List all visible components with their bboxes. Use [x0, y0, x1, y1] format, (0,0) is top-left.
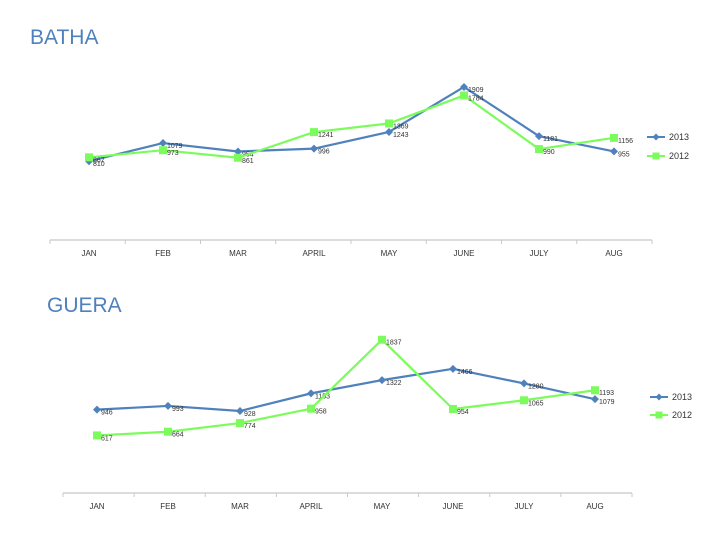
batha-2012-data-label-april: 1241	[318, 132, 334, 139]
guera-tick-label-feb: FEB	[160, 502, 176, 511]
guera-2012-point-may	[378, 335, 386, 344]
guera-legend-marker-2012	[655, 411, 663, 419]
guera-series-2012-line	[96, 338, 596, 437]
guera-2013-data-label-feb: 993	[172, 406, 184, 413]
guera-2013-point-jan	[93, 405, 101, 414]
batha-2012-data-label-jan: 867	[93, 157, 105, 164]
batha-tick-label-april: APRIL	[302, 249, 326, 258]
guera-2013-point-june	[449, 364, 457, 373]
batha-tick-label-may: MAY	[381, 249, 398, 258]
batha-tick-label-july: JULY	[530, 249, 550, 258]
batha-2013-point-may	[385, 127, 393, 136]
guera-legend-label-2012: 2012	[672, 410, 692, 420]
batha-series-2012-line	[88, 94, 615, 159]
batha-2013-point-mar	[234, 147, 242, 156]
guera-2012-data-label-june: 954	[457, 409, 469, 416]
guera-2013-data-label-jan: 946	[101, 410, 113, 417]
guera-legend-marker-2013	[655, 393, 663, 401]
guera-tick-label-may: MAY	[374, 502, 391, 511]
batha-2013-point-june	[460, 82, 468, 91]
guera-2012-data-label-jan: 617	[101, 435, 113, 442]
batha-2012-point-aug	[610, 133, 618, 142]
guera-tick-label-april: APRIL	[299, 502, 323, 511]
guera-2013-data-label-july: 1280	[528, 383, 544, 390]
batha-2013-point-april	[310, 144, 318, 153]
guera-tick-label-july: JULY	[515, 502, 535, 511]
batha-tick-label-mar: MAR	[229, 249, 247, 258]
batha-2012-point-june	[460, 91, 468, 100]
guera-2012-data-label-july: 1065	[528, 400, 544, 407]
batha-2013-data-label-may: 1243	[393, 132, 409, 139]
batha-legend-label-2012: 2012	[669, 151, 689, 161]
batha-tick-label-june: JUNE	[454, 249, 475, 258]
guera-2012-point-jan	[93, 431, 101, 440]
batha-2013-data-label-april: 996	[318, 149, 330, 156]
guera-2013-data-label-mar: 928	[244, 411, 256, 418]
guera-2012-data-label-april: 958	[315, 409, 327, 416]
batha-2012-data-label-july: 990	[543, 149, 555, 156]
guera-2013-point-aug	[591, 395, 599, 404]
batha-2013-point-feb	[159, 139, 167, 148]
batha-2012-point-july	[535, 145, 543, 154]
guera-2013-point-july	[520, 379, 528, 388]
batha-2012-data-label-june: 1784	[468, 95, 484, 102]
guera-2012-point-july	[520, 396, 528, 405]
guera-2012-point-april	[307, 404, 315, 413]
batha-2012-data-label-feb: 973	[167, 150, 179, 157]
batha-series-2013-line	[88, 85, 615, 163]
guera-2013-point-april	[307, 389, 315, 398]
guera-2013-point-feb	[164, 401, 172, 410]
chart-title-batha: BATHA	[30, 26, 99, 49]
batha-2012-data-label-may: 1369	[393, 123, 409, 130]
guera-tick-label-mar: MAR	[231, 502, 249, 511]
batha-2012-point-mar	[234, 153, 242, 162]
guera-2012-data-label-may: 1837	[386, 340, 402, 347]
guera-2012-point-aug	[591, 386, 599, 395]
batha-legend-marker-2012	[652, 152, 660, 160]
guera-tick-label-jan: JAN	[89, 502, 104, 511]
batha-tick-label-aug: AUG	[605, 249, 622, 258]
batha-tick-label-jan: JAN	[81, 249, 96, 258]
batha-2012-point-feb	[159, 146, 167, 155]
guera-2013-data-label-may: 1322	[386, 380, 402, 387]
batha-2012-data-label-aug: 1156	[618, 138, 633, 145]
guera-2012-data-label-aug: 1193	[599, 390, 614, 397]
guera-2013-data-label-june: 1466	[457, 369, 473, 376]
batha-2013-data-label-aug: 955	[618, 151, 630, 158]
guera-legend-label-2013: 2013	[672, 392, 692, 402]
guera-tick-label-aug: AUG	[586, 502, 603, 511]
batha-tick-label-feb: FEB	[155, 249, 171, 258]
batha-legend-marker-2013	[652, 133, 660, 141]
guera-2012-data-label-mar: 774	[244, 423, 256, 430]
batha-2012-point-may	[385, 119, 393, 128]
guera-2013-point-may	[378, 376, 386, 385]
batha-2012-point-april	[310, 128, 318, 137]
guera-tick-label-june: JUNE	[443, 502, 464, 511]
batha-2013-data-label-june: 1909	[468, 87, 484, 94]
guera-2012-point-feb	[164, 427, 172, 436]
batha-2013-data-label-feb: 1079	[167, 143, 183, 150]
batha-2012-point-jan	[85, 153, 93, 162]
batha-2012-data-label-mar: 861	[242, 158, 254, 165]
batha-2013-point-aug	[610, 147, 618, 156]
guera-2013-point-mar	[236, 407, 244, 416]
batha-2013-point-july	[535, 132, 543, 141]
batha-legend-label-2013: 2013	[669, 132, 689, 142]
guera-2012-data-label-feb: 664	[172, 432, 184, 439]
guera-2012-point-june	[449, 404, 457, 413]
batha-2013-data-label-july: 1181	[543, 136, 558, 143]
guera-2013-data-label-aug: 1079	[599, 399, 615, 406]
batha-2013-data-label-jan: 810	[93, 161, 105, 168]
guera-series-2013-line	[96, 367, 596, 413]
chart-title-guera: GUERA	[47, 294, 122, 317]
guera-2012-point-mar	[236, 419, 244, 428]
